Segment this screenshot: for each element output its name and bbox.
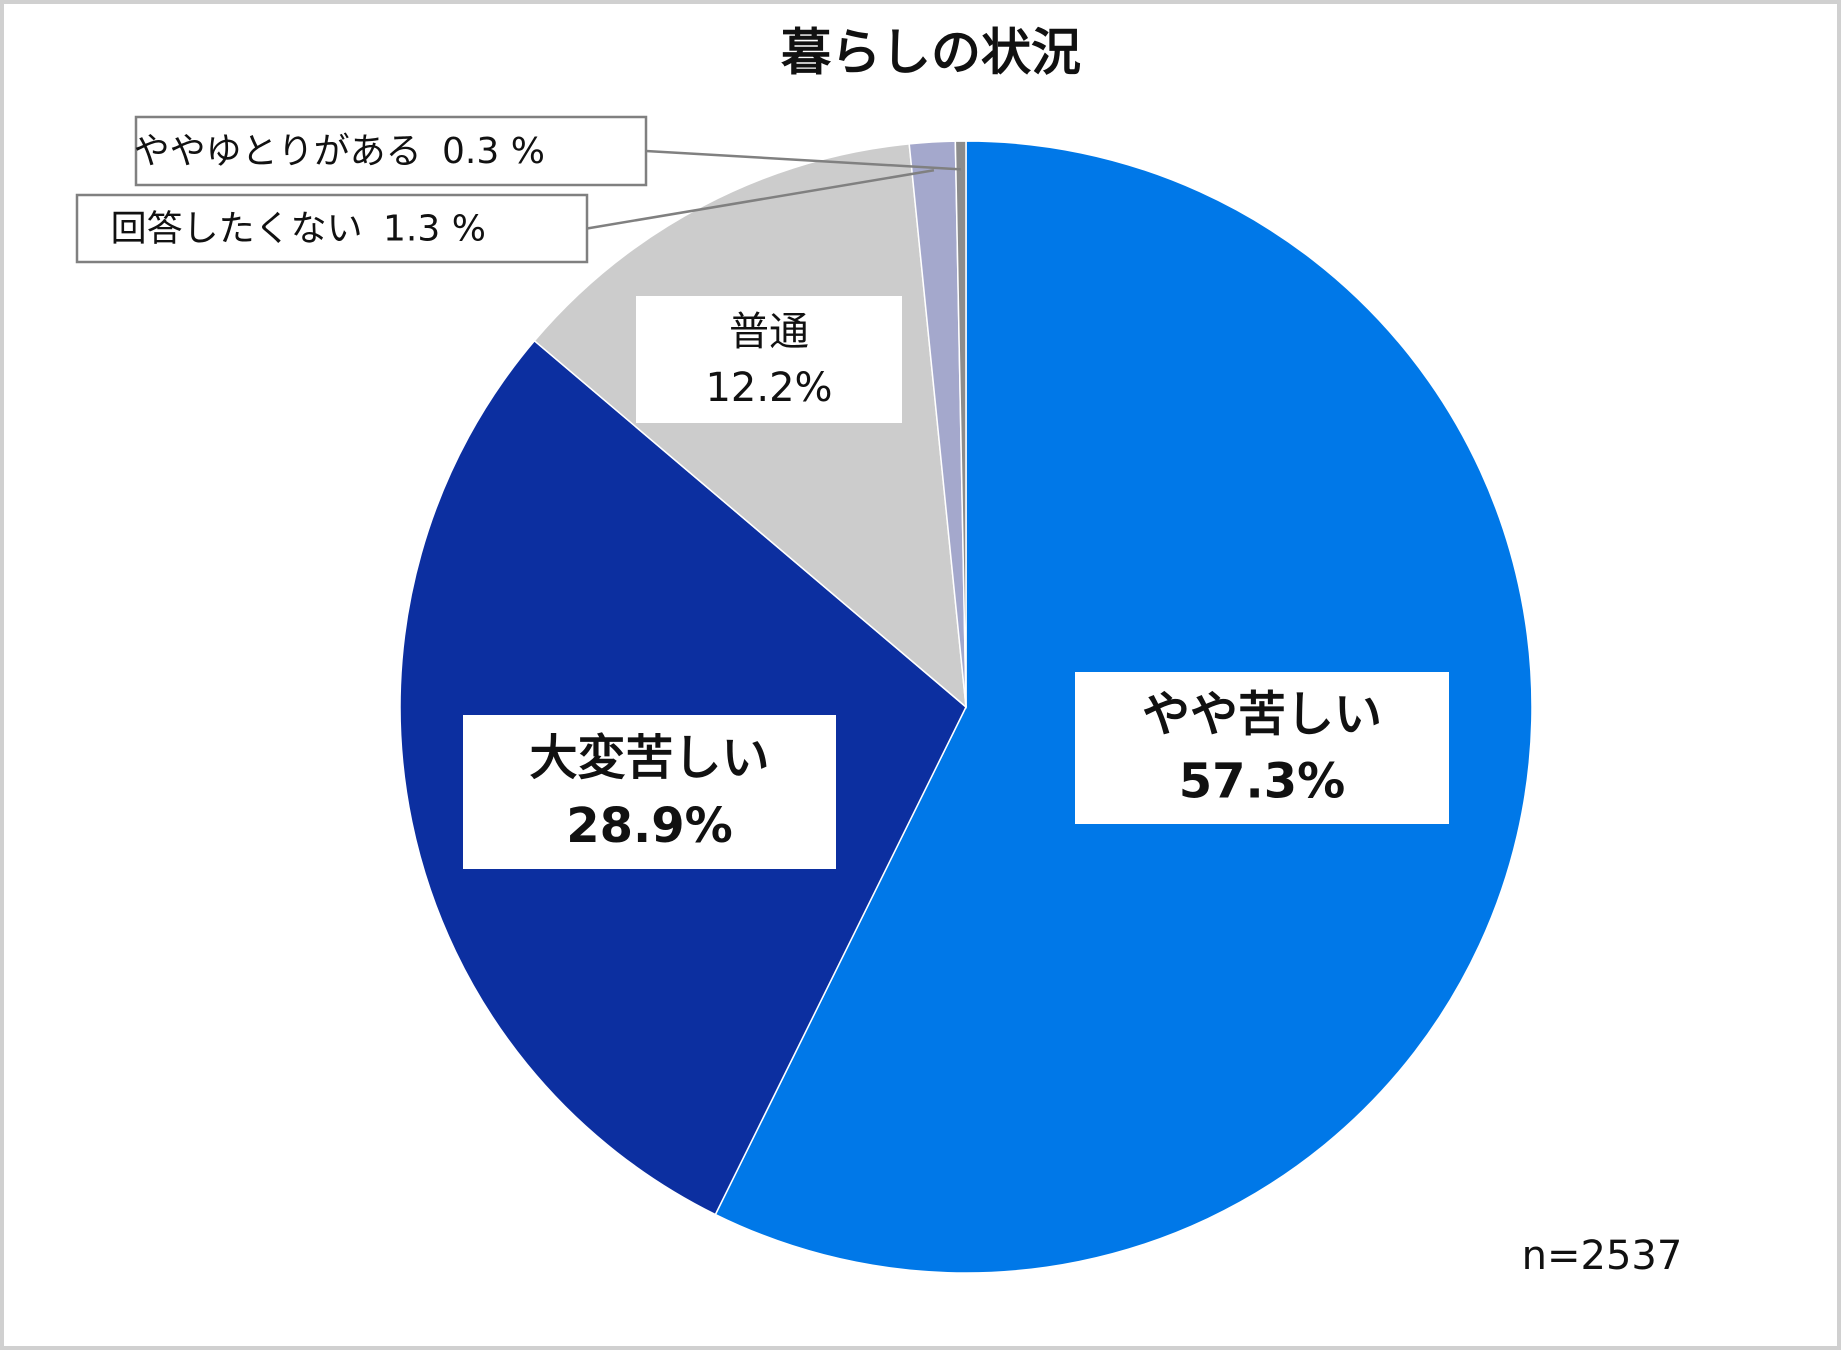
label-box bbox=[636, 296, 902, 423]
value-label: 12.2% bbox=[705, 365, 832, 411]
label-box bbox=[134, 115, 648, 187]
sample-size: n=2537 bbox=[1522, 1233, 1683, 1279]
slice-label: やや苦しい bbox=[1142, 687, 1382, 743]
leader-line bbox=[586, 169, 935, 230]
value-label: 0.3 % bbox=[442, 131, 545, 172]
pie-slice bbox=[954, 140, 967, 708]
chart-title: 暮らしの状況 bbox=[781, 24, 1081, 82]
value-label: 28.9% bbox=[566, 798, 733, 854]
slice-label: ややゆとりがある bbox=[134, 131, 422, 172]
label-box bbox=[463, 715, 836, 869]
pie-slice bbox=[533, 143, 967, 709]
label-box bbox=[1075, 672, 1449, 824]
slice-label: 大変苦しい bbox=[529, 730, 769, 786]
slice-label: 普通 bbox=[729, 309, 809, 355]
label-box bbox=[75, 193, 589, 264]
leader-line bbox=[645, 149, 962, 171]
slice-label: 回答したくない bbox=[111, 209, 363, 250]
value-label: 57.3% bbox=[1179, 753, 1346, 809]
value-label: 1.3 % bbox=[383, 209, 486, 250]
